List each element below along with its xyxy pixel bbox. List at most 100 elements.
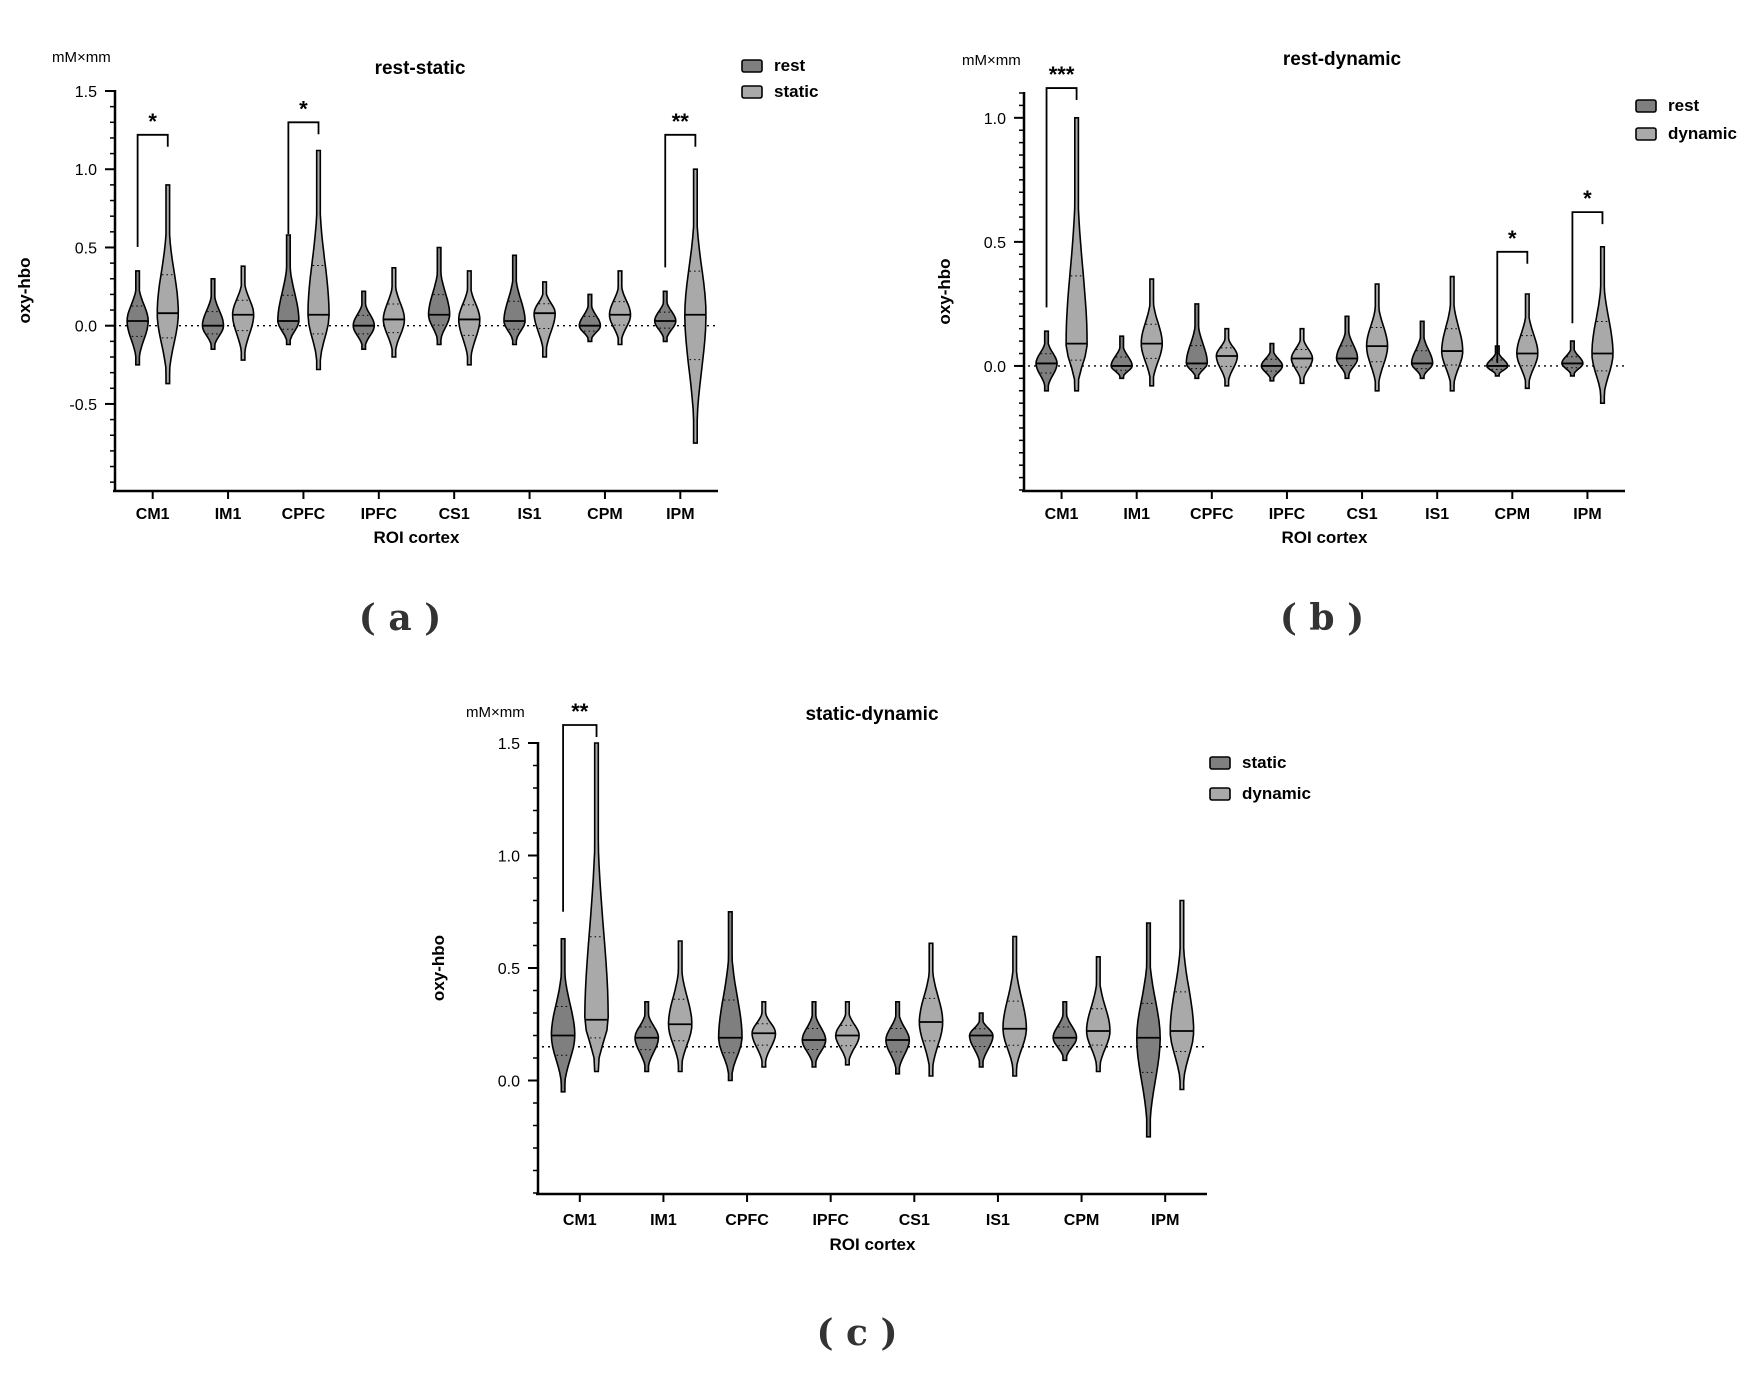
violin-static-cpm xyxy=(1052,1001,1078,1062)
y-tick-label: 1.0 xyxy=(498,849,520,866)
x-tick-label: IPM xyxy=(1151,1212,1179,1229)
y-axis-label: oxy-hbo xyxy=(15,257,34,323)
violin-static-cm1 xyxy=(156,184,180,385)
significance-label: *** xyxy=(1049,62,1075,87)
violin-static-im1 xyxy=(634,1001,660,1073)
violin-rest-cpfc xyxy=(1185,303,1209,380)
legend-swatch-rest xyxy=(741,59,763,73)
y-tick-label: 1.0 xyxy=(984,111,1006,128)
x-tick-label: IS1 xyxy=(518,506,542,523)
x-tick-label: CM1 xyxy=(563,1212,597,1229)
violin-dynamic-ipfc xyxy=(1290,327,1314,385)
significance-label: * xyxy=(148,109,157,134)
violin-rest-cm1 xyxy=(1035,330,1058,392)
violin-rest-ipm xyxy=(1561,340,1584,377)
significance-bracket xyxy=(1571,211,1604,324)
significance-bracket xyxy=(1496,250,1529,363)
x-axis-label: ROI cortex xyxy=(1282,528,1369,547)
chart-title: rest-dynamic xyxy=(1283,49,1402,70)
significance-bracket xyxy=(287,121,320,235)
y-tick-label: -0.5 xyxy=(69,397,97,414)
significance-label: * xyxy=(299,96,308,121)
violin-rest-is1 xyxy=(503,254,526,346)
y-tick-label: 0.5 xyxy=(498,961,520,978)
panel-label-a: ( a ) xyxy=(358,597,442,639)
violin-rest-ipm xyxy=(653,290,677,343)
x-tick-label: IPFC xyxy=(812,1212,849,1229)
x-tick-label: CPM xyxy=(587,506,623,523)
x-tick-label: CPM xyxy=(1495,506,1531,523)
legend-label-static: static xyxy=(774,82,818,101)
x-tick-label: CPFC xyxy=(725,1212,769,1229)
legend-swatch-rest xyxy=(1635,99,1657,113)
y-tick-label: 0.5 xyxy=(984,235,1006,252)
violin-dynamic-cpm xyxy=(1085,956,1111,1073)
violin-rest-ipfc xyxy=(1260,342,1284,382)
violin-dynamic-is1 xyxy=(1440,275,1464,392)
x-tick-label: CPFC xyxy=(282,506,326,523)
y-tick-label: 0.0 xyxy=(984,359,1006,376)
violin-dynamic-im1 xyxy=(667,940,693,1073)
violin-static-cpm xyxy=(608,270,632,346)
x-tick-label: IM1 xyxy=(215,506,242,523)
violin-static-is1 xyxy=(968,1012,994,1068)
violin-rest-im1 xyxy=(201,278,225,350)
violin-dynamic-cm1 xyxy=(583,742,610,1073)
violin-dynamic-cs1 xyxy=(918,942,944,1077)
y-unit-label: mM×mm xyxy=(962,52,1021,69)
violin-static-cs1 xyxy=(885,1001,911,1075)
violin-rest-cpm xyxy=(578,293,602,343)
violin-dynamic-ipfc xyxy=(834,1001,860,1066)
y-tick-label: 1.5 xyxy=(75,84,97,101)
violin-static-ipm xyxy=(683,168,707,444)
significance-bracket xyxy=(136,133,169,248)
violin-static-ipm xyxy=(1135,922,1162,1138)
violin-static-ipfc xyxy=(801,1001,827,1068)
violin-static-is1 xyxy=(533,281,557,358)
violin-dynamic-ipm xyxy=(1169,899,1195,1091)
violin-dynamic-cs1 xyxy=(1365,283,1389,392)
x-tick-label: CPFC xyxy=(1190,506,1234,523)
x-tick-label: CS1 xyxy=(899,1212,930,1229)
violin-dynamic-cm1 xyxy=(1065,117,1088,392)
x-tick-label: CM1 xyxy=(136,506,170,523)
x-tick-label: IM1 xyxy=(1123,506,1150,523)
violin-rest-is1 xyxy=(1410,320,1434,380)
violin-rest-cpfc xyxy=(276,234,300,346)
x-tick-label: CPM xyxy=(1064,1212,1100,1229)
violin-dynamic-im1 xyxy=(1140,278,1163,387)
violin-static-cpfc xyxy=(717,911,743,1082)
violin-dynamic-is1 xyxy=(1002,935,1028,1077)
chart-title: rest-static xyxy=(375,58,466,79)
x-tick-label: IM1 xyxy=(650,1212,677,1229)
y-tick-label: 1.5 xyxy=(498,736,520,753)
panel-label-b: ( b ) xyxy=(1279,597,1365,639)
significance-bracket xyxy=(562,724,598,912)
x-tick-label: CS1 xyxy=(1347,506,1378,523)
significance-label: * xyxy=(1508,226,1517,251)
significance-label: * xyxy=(1583,186,1592,211)
legend-label-rest: rest xyxy=(1668,96,1700,115)
y-tick-label: 0.5 xyxy=(75,240,97,257)
y-unit-label: mM×mm xyxy=(52,49,111,66)
x-tick-label: IPM xyxy=(1573,506,1601,523)
y-axis-label: oxy-hbo xyxy=(429,935,448,1001)
panel-label-c: ( c ) xyxy=(816,1312,898,1354)
violin-dynamic-cpfc xyxy=(1215,327,1239,387)
legend-label-dynamic: dynamic xyxy=(1242,784,1311,803)
violin-dynamic-ipm xyxy=(1591,246,1614,404)
x-tick-label: CM1 xyxy=(1045,506,1079,523)
y-axis-label: oxy-hbo xyxy=(935,258,954,324)
legend-swatch-static xyxy=(1209,756,1231,770)
x-tick-label: IPFC xyxy=(1269,506,1306,523)
x-tick-label: IS1 xyxy=(1425,506,1449,523)
y-unit-label: mM×mm xyxy=(466,704,525,721)
significance-bracket xyxy=(664,133,697,268)
legend-label-static: static xyxy=(1242,753,1286,772)
y-tick-label: 0.0 xyxy=(498,1074,520,1091)
violin-rest-ipfc xyxy=(352,290,376,350)
x-axis-label: ROI cortex xyxy=(830,1235,917,1254)
y-tick-label: 1.0 xyxy=(75,162,97,179)
legend-label-rest: rest xyxy=(774,56,806,75)
